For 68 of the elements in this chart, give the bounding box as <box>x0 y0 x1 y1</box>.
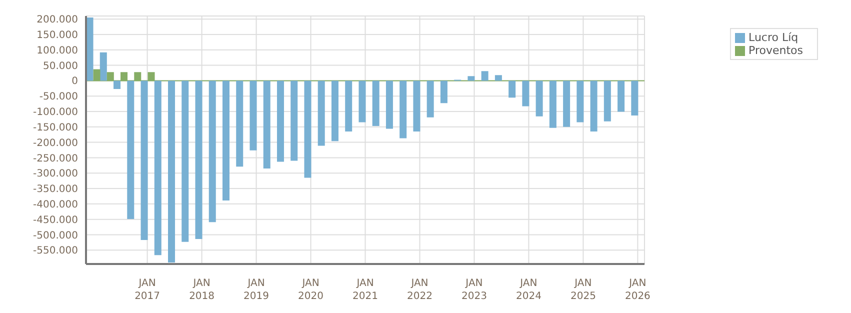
y-tick-label: -250.000 <box>33 153 78 164</box>
x-tick-label: JAN 2017 <box>134 278 160 302</box>
bar <box>263 80 270 168</box>
bar <box>386 80 393 129</box>
y-tick-label: -450.000 <box>33 214 78 226</box>
x-tick-label: JAN 2019 <box>244 278 270 302</box>
y-tick-label: 50.000 <box>43 60 78 72</box>
bar <box>413 80 420 132</box>
bar <box>290 80 298 161</box>
bar <box>304 80 312 178</box>
legend-label: Proventos <box>748 44 803 57</box>
bar <box>195 80 202 240</box>
bar <box>590 80 598 132</box>
bar <box>345 80 352 132</box>
bar <box>563 80 570 127</box>
bar <box>154 80 162 256</box>
bar <box>358 80 366 122</box>
bar <box>127 80 134 220</box>
bar <box>208 80 216 222</box>
bar <box>372 80 380 126</box>
y-tick-label: -550.000 <box>33 246 78 257</box>
y-tick-label: -400.000 <box>33 199 78 210</box>
y-tick-label: -100.000 <box>33 107 78 118</box>
x-tick-label: JAN 2025 <box>570 278 596 302</box>
x-tick-label: JAN 2026 <box>624 278 650 302</box>
legend-label: Lucro Líq <box>748 31 798 44</box>
bar <box>494 75 502 81</box>
bar <box>604 80 611 122</box>
bar <box>426 80 434 118</box>
bar <box>86 18 94 81</box>
y-tick-label: -150.000 <box>33 122 78 134</box>
x-tick-label: JAN 2021 <box>352 278 378 302</box>
bar <box>400 80 407 138</box>
y-tick-label: -200.000 <box>33 138 78 149</box>
bar <box>468 76 475 81</box>
bar <box>236 80 244 167</box>
y-tick-label: 150.000 <box>36 30 78 42</box>
x-tick-label: JAN 2018 <box>189 278 215 302</box>
bar <box>276 80 284 162</box>
bar <box>250 80 257 150</box>
bar <box>140 80 148 240</box>
x-tick-label: JAN 2024 <box>516 278 542 302</box>
bar <box>522 80 530 106</box>
bar <box>618 80 625 112</box>
bar <box>536 80 543 116</box>
bar <box>481 71 488 81</box>
y-tick-label: 100.000 <box>36 45 78 56</box>
y-tick-label: -50.000 <box>39 92 78 103</box>
bar <box>631 80 638 116</box>
bar <box>508 80 516 98</box>
bar <box>440 80 448 104</box>
bar <box>331 80 338 142</box>
x-tick-label: JAN 2023 <box>462 278 487 302</box>
y-tick-label: -350.000 <box>33 184 78 196</box>
y-tick-label: -500.000 <box>33 230 78 242</box>
bar <box>222 80 230 201</box>
x-tick-label: JAN 2022 <box>407 278 432 302</box>
bar <box>318 80 325 146</box>
bar <box>549 80 556 128</box>
y-tick-label: 200.000 <box>36 14 78 26</box>
x-tick-label: JAN 2020 <box>298 278 324 302</box>
y-tick-label: 0 <box>72 76 78 88</box>
bar <box>114 80 121 90</box>
bar <box>100 52 107 81</box>
y-tick-label: -300.000 <box>33 168 78 180</box>
bar <box>576 80 584 122</box>
bar <box>182 80 189 242</box>
bar <box>168 80 176 262</box>
